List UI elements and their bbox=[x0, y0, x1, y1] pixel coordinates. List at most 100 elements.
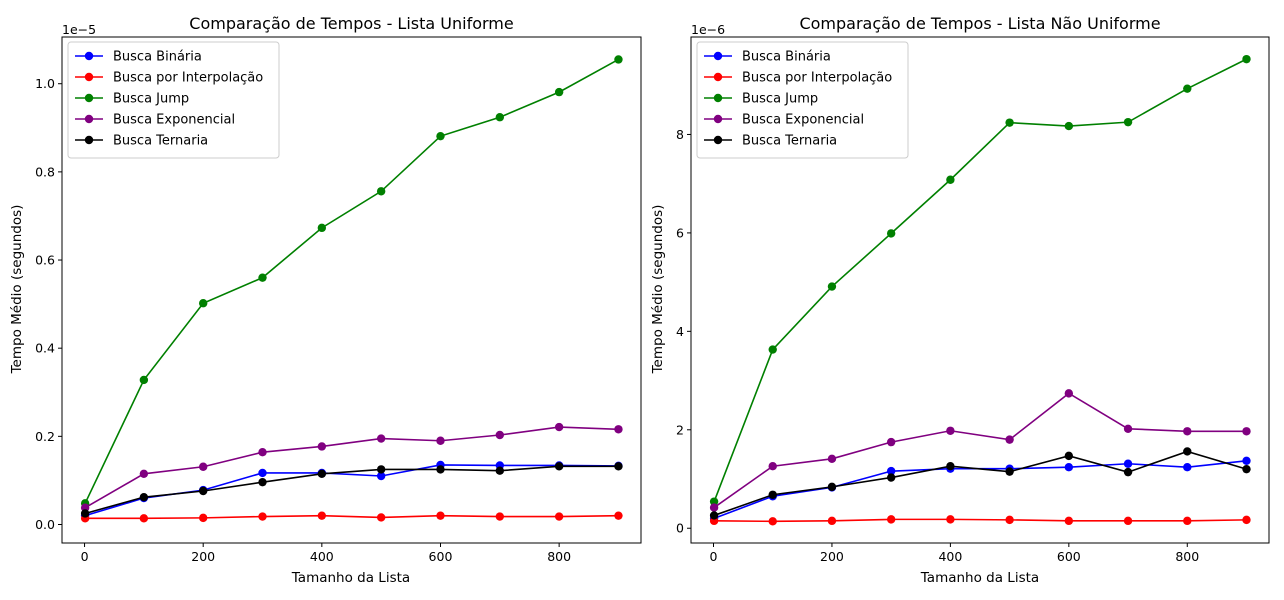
data-point bbox=[768, 345, 777, 354]
data-point bbox=[1123, 467, 1133, 477]
data-point bbox=[614, 511, 623, 520]
legend-label: Busca Jump bbox=[113, 92, 189, 107]
series-line bbox=[84, 426, 619, 509]
y-tick-label: 2 bbox=[676, 422, 684, 437]
data-point bbox=[1064, 451, 1074, 461]
data-point bbox=[376, 471, 386, 481]
data-point bbox=[709, 503, 719, 512]
legend-swatch-marker bbox=[713, 93, 723, 103]
data-point bbox=[1005, 118, 1014, 127]
tick-layer: 0 200 400 600 800 0.0 0.2 0.4 0.6 0.8 1.0 bbox=[35, 76, 571, 564]
chart-title: Comparação de Tempos - Lista Não Uniform… bbox=[799, 14, 1160, 33]
plot-frame bbox=[690, 36, 1270, 544]
y-tick-label: 0 bbox=[676, 521, 684, 536]
data-point bbox=[1242, 464, 1251, 474]
data-point bbox=[946, 426, 955, 435]
data-point bbox=[198, 513, 208, 523]
data-point bbox=[709, 497, 719, 506]
y-tick-label: 0.2 bbox=[35, 429, 55, 444]
data-point bbox=[376, 465, 386, 474]
data-point bbox=[709, 511, 719, 520]
x-tick-label: 200 bbox=[820, 549, 844, 564]
chart-uniform: Comparação de Tempos - Lista Uniforme 1e… bbox=[9, 14, 642, 586]
series-line bbox=[84, 58, 619, 504]
data-point bbox=[1183, 447, 1192, 456]
data-point bbox=[614, 425, 623, 434]
y-tick-label: 0.6 bbox=[35, 253, 55, 268]
data-point bbox=[317, 469, 327, 478]
data-point bbox=[376, 434, 386, 443]
data-point bbox=[495, 113, 505, 122]
data-point bbox=[827, 516, 837, 526]
data-point bbox=[317, 223, 327, 233]
legend-swatch-marker bbox=[84, 135, 94, 145]
series-layer bbox=[709, 54, 1251, 526]
data-point bbox=[1064, 389, 1074, 398]
y-tick-label: 0.4 bbox=[35, 341, 55, 356]
data-point bbox=[198, 299, 208, 308]
y-axis-title: Tempo Médio (segundos) bbox=[9, 205, 25, 375]
data-point bbox=[1183, 84, 1192, 93]
tick-layer: 0 200 400 600 800 0 2 4 6 8 bbox=[676, 127, 1199, 564]
legend-swatch-marker bbox=[84, 93, 94, 103]
legend-label: Busca Ternaria bbox=[742, 134, 837, 149]
legend-swatch-marker bbox=[713, 72, 723, 82]
data-point bbox=[198, 486, 208, 496]
data-point bbox=[614, 462, 623, 471]
legend: Busca Binária Busca por Interpolação Busca… bbox=[67, 41, 280, 159]
data-point bbox=[1183, 516, 1192, 526]
data-point bbox=[1183, 462, 1192, 472]
x-axis-title: Tamanho da Lista bbox=[291, 570, 410, 586]
plot-frame bbox=[61, 36, 642, 544]
series-line bbox=[85, 514, 619, 520]
x-tick-label: 600 bbox=[429, 549, 453, 564]
y-tick-label: 1.0 bbox=[35, 76, 55, 91]
data-point bbox=[1123, 459, 1133, 468]
data-point bbox=[376, 513, 386, 522]
data-point bbox=[317, 442, 327, 451]
data-point bbox=[1242, 427, 1251, 436]
x-tick-label: 800 bbox=[1175, 549, 1199, 564]
data-point bbox=[554, 422, 564, 432]
data-point bbox=[495, 430, 505, 440]
y-offset-label: 1e−5 bbox=[62, 22, 96, 37]
data-point bbox=[495, 466, 505, 475]
legend-label: Busca Jump bbox=[742, 92, 818, 107]
data-point bbox=[946, 462, 955, 471]
x-tick-label: 200 bbox=[191, 549, 215, 564]
data-point bbox=[886, 229, 896, 238]
data-point bbox=[768, 490, 777, 499]
data-point bbox=[258, 448, 267, 457]
data-point bbox=[1242, 515, 1251, 525]
series-line bbox=[713, 58, 1247, 502]
legend-swatch-marker bbox=[713, 135, 723, 145]
data-point bbox=[886, 515, 896, 524]
data-point bbox=[258, 468, 267, 478]
data-point bbox=[258, 512, 267, 521]
data-point bbox=[827, 482, 837, 492]
x-tick-label: 800 bbox=[547, 549, 571, 564]
data-point bbox=[554, 87, 564, 97]
x-tick-label: 600 bbox=[1057, 549, 1081, 564]
x-tick-label: 0 bbox=[710, 549, 718, 564]
data-point bbox=[1123, 117, 1133, 127]
data-point bbox=[1064, 516, 1074, 526]
data-point bbox=[554, 462, 564, 471]
legend-swatch-marker bbox=[84, 51, 94, 61]
data-point bbox=[1242, 456, 1251, 465]
data-point bbox=[827, 282, 837, 291]
legend-swatch-marker bbox=[713, 114, 723, 124]
x-axis-title: Tamanho da Lista bbox=[920, 570, 1039, 586]
data-point bbox=[946, 515, 955, 524]
data-point bbox=[886, 473, 896, 482]
data-point bbox=[614, 55, 623, 64]
legend-label: Busca por Interpolação bbox=[742, 71, 892, 86]
data-point bbox=[198, 462, 208, 471]
data-point bbox=[436, 511, 445, 520]
data-point bbox=[376, 187, 386, 196]
data-point bbox=[1005, 435, 1014, 444]
data-point bbox=[1242, 54, 1251, 64]
y-tick-label: 0.8 bbox=[35, 164, 55, 179]
legend-swatch-marker bbox=[84, 114, 94, 124]
